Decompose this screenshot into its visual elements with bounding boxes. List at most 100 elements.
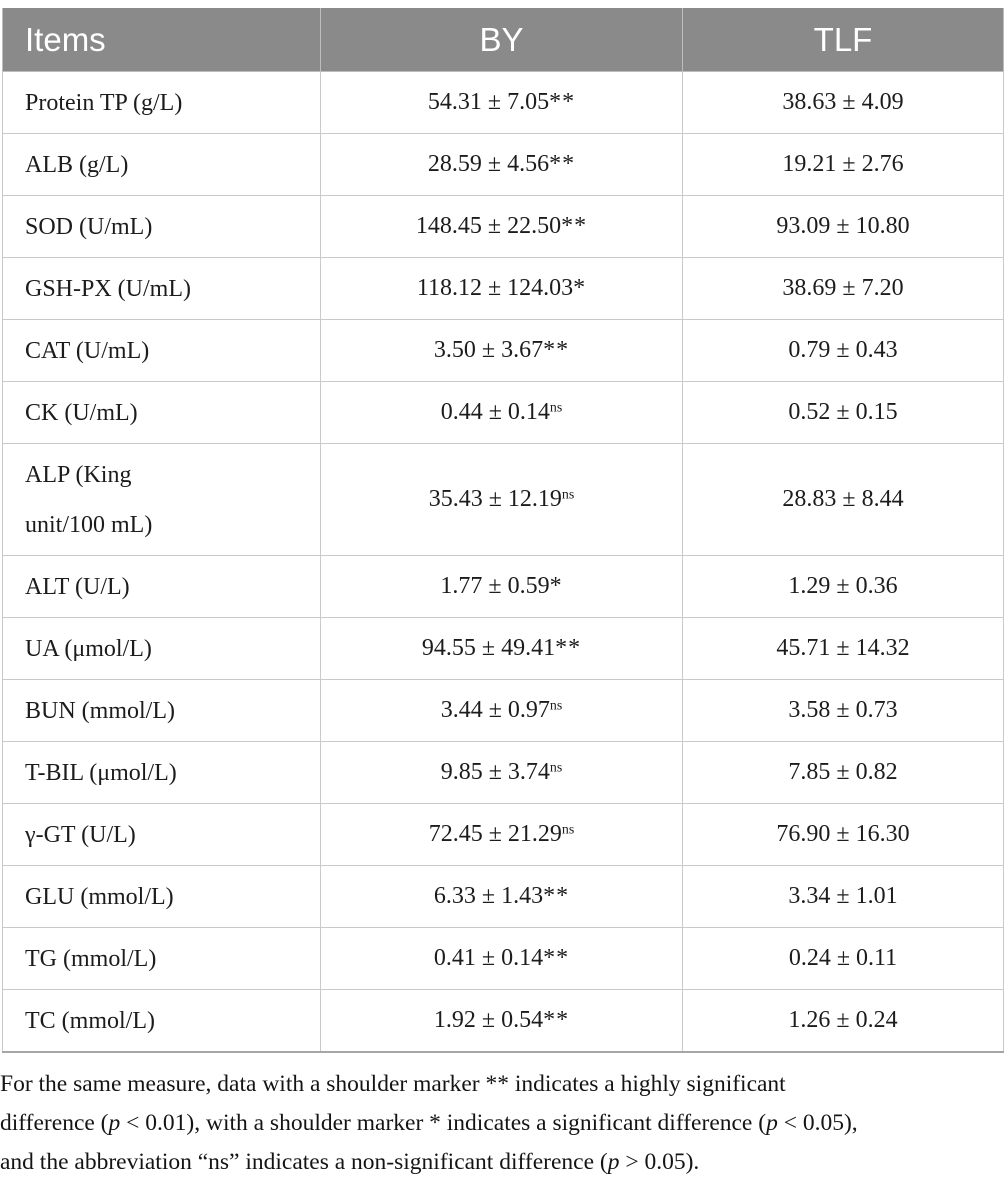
row-item-label: Protein TP (g/L) bbox=[2, 71, 321, 134]
table-header-row: Items BY TLF bbox=[2, 8, 1004, 72]
significance-marker: ns bbox=[549, 760, 563, 776]
significance-marker: ns bbox=[549, 400, 563, 416]
table-row: SOD (U/mL) 148.45 ± 22.50** 93.09 ± 10.8… bbox=[2, 195, 1004, 258]
by-value-cell: 6.33 ± 1.43** bbox=[320, 865, 683, 928]
by-value-cell: 1.77 ± 0.59* bbox=[320, 555, 683, 618]
row-item-label: GLU (mmol/L) bbox=[2, 865, 321, 928]
by-value-cell: 0.41 ± 0.14** bbox=[320, 927, 683, 990]
footnote-italic-p: p bbox=[607, 1149, 620, 1175]
column-header-by: BY bbox=[320, 8, 683, 72]
by-value-cell: 9.85 ± 3.74ns bbox=[320, 741, 683, 804]
significance-marker: ** bbox=[549, 89, 576, 115]
value-text: 148.45 ± 22.50 bbox=[415, 213, 562, 239]
row-item-label: GSH-PX (U/mL) bbox=[2, 257, 321, 320]
tlf-value-cell: 45.71 ± 14.32 bbox=[682, 617, 1004, 680]
value-text: 1.92 ± 0.54 bbox=[433, 1007, 544, 1033]
footnote-text: > 0.05). bbox=[619, 1149, 700, 1175]
row-item-label: BUN (mmol/L) bbox=[2, 679, 321, 742]
by-value-cell: 28.59 ± 4.56** bbox=[320, 133, 683, 196]
by-value-cell: 72.45 ± 21.29ns bbox=[320, 803, 683, 866]
row-item-label: γ-GT (U/L) bbox=[2, 803, 321, 866]
tlf-value-cell: 19.21 ± 2.76 bbox=[682, 133, 1004, 196]
by-value-cell: 0.44 ± 0.14ns bbox=[320, 381, 683, 444]
table-row: T-BIL (μmol/L) 9.85 ± 3.74ns 7.85 ± 0.82 bbox=[2, 741, 1004, 804]
by-value-cell: 3.50 ± 3.67** bbox=[320, 319, 683, 382]
by-value-cell: 3.44 ± 0.97ns bbox=[320, 679, 683, 742]
footnote-text: and the abbreviation “ns” indicates a no… bbox=[0, 1149, 608, 1175]
tlf-value-cell: 0.79 ± 0.43 bbox=[682, 319, 1004, 382]
value-text: 118.12 ± 124.03 bbox=[416, 275, 574, 301]
row-item-label: SOD (U/mL) bbox=[2, 195, 321, 258]
significance-marker: ** bbox=[561, 213, 588, 239]
column-header-tlf: TLF bbox=[682, 8, 1004, 72]
footnote-line: For the same measure, data with a should… bbox=[0, 1065, 1003, 1104]
tlf-value-cell: 0.52 ± 0.15 bbox=[682, 381, 1004, 444]
tlf-value-cell: 3.58 ± 0.73 bbox=[682, 679, 1004, 742]
biochemical-stats-table: Items BY TLF Protein TP (g/L) 54.31 ± 7.… bbox=[2, 8, 1004, 1053]
table-row: BUN (mmol/L) 3.44 ± 0.97ns 3.58 ± 0.73 bbox=[2, 679, 1004, 742]
table-footnote: For the same measure, data with a should… bbox=[0, 1065, 1003, 1179]
by-value-cell: 35.43 ± 12.19ns bbox=[320, 443, 683, 556]
row-item-label: TC (mmol/L) bbox=[2, 989, 321, 1053]
by-value-cell: 118.12 ± 124.03* bbox=[320, 257, 683, 320]
significance-marker: ns bbox=[549, 698, 563, 714]
table-row: TC (mmol/L) 1.92 ± 0.54** 1.26 ± 0.24 bbox=[2, 989, 1004, 1053]
significance-marker: ns bbox=[561, 487, 575, 503]
table-row: ALB (g/L) 28.59 ± 4.56** 19.21 ± 2.76 bbox=[2, 133, 1004, 196]
value-text: 94.55 ± 49.41 bbox=[421, 635, 556, 661]
by-value-cell: 1.92 ± 0.54** bbox=[320, 989, 683, 1053]
footnote-text: < 0.05), bbox=[777, 1110, 858, 1136]
value-text: 54.31 ± 7.05 bbox=[427, 89, 550, 115]
significance-marker: ** bbox=[543, 1007, 570, 1033]
tlf-value-cell: 76.90 ± 16.30 bbox=[682, 803, 1004, 866]
table-row: TG (mmol/L) 0.41 ± 0.14** 0.24 ± 0.11 bbox=[2, 927, 1004, 990]
table-row: UA (μmol/L) 94.55 ± 49.41** 45.71 ± 14.3… bbox=[2, 617, 1004, 680]
table-row: GSH-PX (U/mL) 118.12 ± 124.03* 38.69 ± 7… bbox=[2, 257, 1004, 320]
by-value-cell: 148.45 ± 22.50** bbox=[320, 195, 683, 258]
tlf-value-cell: 93.09 ± 10.80 bbox=[682, 195, 1004, 258]
value-text: 0.41 ± 0.14 bbox=[433, 945, 544, 971]
by-value-cell: 54.31 ± 7.05** bbox=[320, 71, 683, 134]
table-row: γ-GT (U/L) 72.45 ± 21.29ns 76.90 ± 16.30 bbox=[2, 803, 1004, 866]
row-item-label: CAT (U/mL) bbox=[2, 319, 321, 382]
row-item-label: ALB (g/L) bbox=[2, 133, 321, 196]
table-row: Protein TP (g/L) 54.31 ± 7.05** 38.63 ± … bbox=[2, 71, 1004, 134]
footnote-italic-p: p bbox=[108, 1110, 121, 1136]
row-item-label: CK (U/mL) bbox=[2, 381, 321, 444]
tlf-value-cell: 1.26 ± 0.24 bbox=[682, 989, 1004, 1053]
value-text: 3.50 ± 3.67 bbox=[433, 337, 544, 363]
footnote-text: < 0.01), with a shoulder marker * indica… bbox=[120, 1110, 767, 1136]
row-item-label: ALT (U/L) bbox=[2, 555, 321, 618]
value-text: 1.77 ± 0.59 bbox=[440, 573, 550, 599]
tlf-value-cell: 28.83 ± 8.44 bbox=[682, 443, 1004, 556]
value-text: 6.33 ± 1.43 bbox=[433, 883, 544, 909]
row-item-label: ALP (King unit/100 mL) bbox=[2, 443, 321, 556]
footnote-text: difference ( bbox=[0, 1110, 109, 1136]
footnote-italic-p: p bbox=[766, 1110, 778, 1136]
footnote-line: and the abbreviation “ns” indicates a no… bbox=[0, 1143, 1003, 1179]
significance-marker: ns bbox=[561, 822, 575, 838]
row-item-label: T-BIL (μmol/L) bbox=[2, 741, 321, 804]
value-text: 72.45 ± 21.29 bbox=[428, 821, 562, 847]
tlf-value-cell: 7.85 ± 0.82 bbox=[682, 741, 1004, 804]
table-row: CAT (U/mL) 3.50 ± 3.67** 0.79 ± 0.43 bbox=[2, 319, 1004, 382]
value-text: 35.43 ± 12.19 bbox=[428, 486, 562, 512]
table-row: ALT (U/L) 1.77 ± 0.59* 1.29 ± 0.36 bbox=[2, 555, 1004, 618]
significance-marker: ** bbox=[555, 635, 582, 661]
significance-marker: ** bbox=[549, 151, 576, 177]
column-header-items: Items bbox=[2, 8, 321, 72]
significance-marker: ** bbox=[543, 337, 570, 363]
footnote-text: For the same measure, data with a should… bbox=[0, 1071, 786, 1097]
table-row: ALP (King unit/100 mL) 35.43 ± 12.19ns 2… bbox=[2, 443, 1004, 556]
tlf-value-cell: 38.63 ± 4.09 bbox=[682, 71, 1004, 134]
row-item-label: TG (mmol/L) bbox=[2, 927, 321, 990]
by-value-cell: 94.55 ± 49.41** bbox=[320, 617, 683, 680]
tlf-value-cell: 38.69 ± 7.20 bbox=[682, 257, 1004, 320]
significance-marker: * bbox=[573, 275, 587, 301]
tlf-value-cell: 1.29 ± 0.36 bbox=[682, 555, 1004, 618]
tlf-value-cell: 3.34 ± 1.01 bbox=[682, 865, 1004, 928]
table-row: GLU (mmol/L) 6.33 ± 1.43** 3.34 ± 1.01 bbox=[2, 865, 1004, 928]
value-text: 28.59 ± 4.56 bbox=[427, 151, 550, 177]
tlf-value-cell: 0.24 ± 0.11 bbox=[682, 927, 1004, 990]
